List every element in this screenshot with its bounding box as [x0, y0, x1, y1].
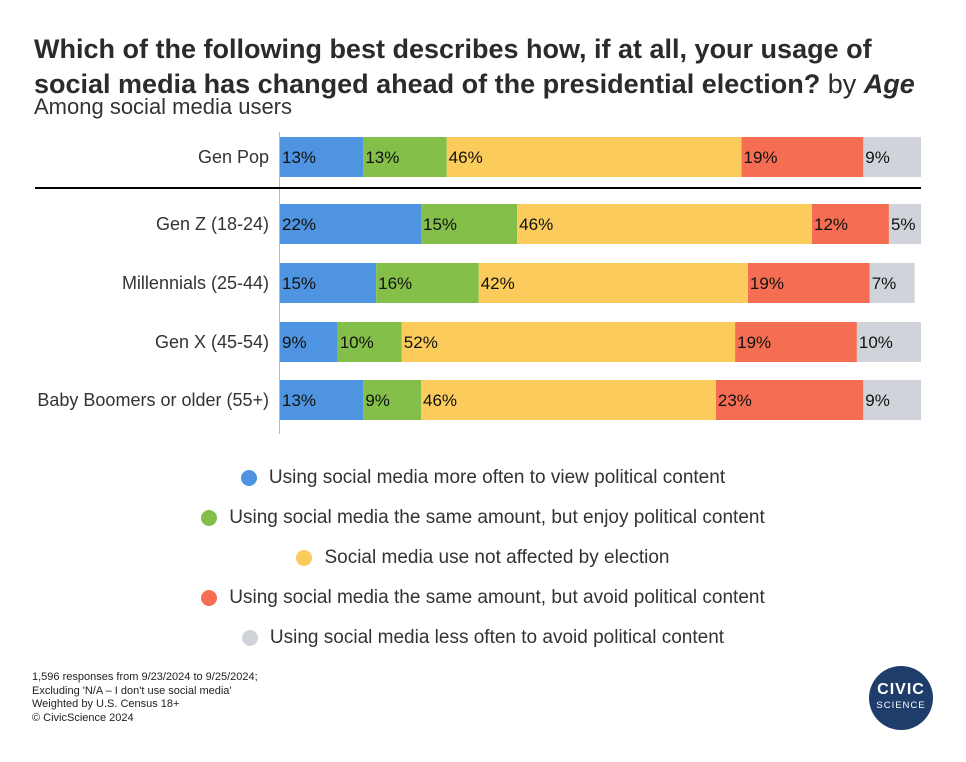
- legend-swatch-4: [201, 590, 218, 606]
- legend-item-1: Using social media more often to view po…: [0, 458, 966, 498]
- data-label-gen-x-45-54-series-1: 9%: [282, 333, 307, 352]
- logo-line-2: SCIENCE: [876, 700, 926, 711]
- category-label-gen-x-45-54: Gen X (45-54): [155, 332, 269, 352]
- category-label-baby-boomers-or-older-55: Baby Boomers or older (55+): [37, 390, 269, 410]
- chart-title-text: Which of the following best describes ho…: [34, 34, 872, 99]
- bar-gen-pop-series-3: [446, 137, 742, 177]
- data-label-gen-x-45-54-series-2: 10%: [340, 333, 374, 352]
- data-label-millennials-25-44-series-4: 19%: [750, 274, 784, 293]
- data-label-gen-z-18-24-series-2: 15%: [423, 215, 457, 234]
- bar-baby-boomers-or-older-55-series-3: [421, 380, 716, 420]
- legend-swatch-2: [201, 510, 218, 526]
- bar-gen-x-45-54-series-4: [735, 322, 857, 362]
- bar-gen-pop-series-2: [363, 137, 447, 177]
- footnote: 1,596 responses from 9/23/2024 to 9/25/2…: [32, 671, 258, 725]
- legend-item-5: Using social media less often to avoid p…: [0, 618, 966, 658]
- bar-baby-boomers-or-older-55-series-5: [863, 380, 921, 420]
- legend-label-1: Using social media more often to view po…: [268, 467, 726, 488]
- stacked-bar-chart: Gen Pop 13% 13% 46% 19% 9% Gen Z (18-24) 22% 15%…: [35, 132, 921, 434]
- legend-label-5: Using social media less often to avoid p…: [269, 627, 725, 648]
- bar-gen-x-45-54-series-2: [337, 322, 402, 362]
- data-label-gen-z-18-24-series-1: 22%: [282, 215, 316, 234]
- bar-gen-x-45-54-series-1: [280, 322, 338, 362]
- bar-millennials-25-44-series-5: [869, 263, 915, 303]
- chart-title-by: by: [827, 69, 857, 99]
- footnote-line-3: Weighted by U.S. Census 18+: [32, 698, 180, 710]
- data-label-millennials-25-44-series-1: 15%: [282, 274, 316, 293]
- bar-baby-boomers-or-older-55-series-4: [715, 380, 864, 420]
- legend-label-3: Social media use not affected by electio…: [324, 547, 670, 568]
- legend-item-2: Using social media the same amount, but …: [0, 498, 966, 538]
- category-label-millennials-25-44: Millennials (25-44): [122, 273, 269, 293]
- data-label-millennials-25-44-series-2: 16%: [378, 274, 412, 293]
- footnote-line-2: Excluding 'N/A – I don't use social medi…: [32, 684, 232, 697]
- data-label-gen-pop-series-5: 9%: [865, 148, 890, 167]
- bar-gen-pop-series-4: [741, 137, 864, 177]
- bar-millennials-25-44-series-1: [280, 263, 377, 303]
- data-label-gen-x-45-54-series-3: 52%: [404, 333, 438, 352]
- data-label-millennials-25-44-series-5: 7%: [872, 274, 897, 293]
- data-label-baby-boomers-or-older-55-series-3: 46%: [423, 391, 457, 410]
- chart-subtitle: Among social media users: [34, 94, 293, 119]
- bar-gen-z-18-24-series-1: [280, 204, 422, 244]
- logo-line-1: CIVIC: [877, 681, 925, 698]
- bar-millennials-25-44-series-4: [747, 263, 870, 303]
- legend-item-4: Using social media the same amount, but …: [0, 578, 966, 618]
- data-label-gen-x-45-54-series-4: 19%: [737, 333, 771, 352]
- bar-gen-pop-series-1: [280, 137, 364, 177]
- legend-item-3: Social media use not affected by electio…: [0, 538, 966, 578]
- data-label-baby-boomers-or-older-55-series-2: 9%: [365, 391, 390, 410]
- bar-gen-pop-series-5: [863, 137, 921, 177]
- data-label-gen-z-18-24-series-3: 46%: [519, 215, 553, 234]
- legend-label-4: Using social media the same amount, but …: [229, 587, 765, 608]
- footnote-line-1: 1,596 responses from 9/23/2024 to 9/25/2…: [32, 671, 258, 683]
- chart-title-dimension: Age: [863, 69, 915, 99]
- bar-millennials-25-44-series-3: [478, 263, 748, 303]
- legend-swatch-3: [296, 550, 313, 566]
- data-label-baby-boomers-or-older-55-series-5: 9%: [865, 391, 890, 410]
- data-label-baby-boomers-or-older-55-series-4: 23%: [718, 391, 752, 410]
- civicscience-logo: CIVIC SCIENCE: [869, 666, 933, 730]
- bar-gen-z-18-24-series-2: [421, 204, 518, 244]
- footnote-line-4: © CivicScience 2024: [32, 711, 134, 724]
- data-label-baby-boomers-or-older-55-series-1: 13%: [282, 391, 316, 410]
- data-label-gen-pop-series-1: 13%: [282, 148, 316, 167]
- data-label-gen-x-45-54-series-5: 10%: [859, 333, 893, 352]
- data-label-gen-pop-series-2: 13%: [365, 148, 399, 167]
- legend-swatch-5: [241, 630, 258, 646]
- bar-gen-z-18-24-series-4: [812, 204, 889, 244]
- data-label-gen-pop-series-4: 19%: [744, 148, 778, 167]
- data-label-millennials-25-44-series-3: 42%: [481, 274, 515, 293]
- category-label-gen-z-18-24: Gen Z (18-24): [156, 214, 269, 234]
- bar-gen-z-18-24-series-3: [517, 204, 813, 244]
- bar-baby-boomers-or-older-55-series-2: [363, 380, 422, 420]
- legend-label-2: Using social media the same amount, but …: [229, 507, 765, 528]
- bar-gen-x-45-54-series-3: [401, 322, 736, 362]
- data-label-gen-z-18-24-series-5: 5%: [891, 215, 916, 234]
- chart-title: Which of the following best describes ho…: [34, 32, 944, 102]
- data-label-gen-pop-series-3: 46%: [449, 148, 483, 167]
- bar-millennials-25-44-series-2: [376, 263, 479, 303]
- data-label-gen-z-18-24-series-4: 12%: [814, 215, 848, 234]
- bar-gen-z-18-24-series-5: [888, 204, 921, 244]
- legend-swatch-1: [240, 470, 257, 486]
- bar-baby-boomers-or-older-55-series-1: [280, 380, 364, 420]
- category-label-gen-pop: Gen Pop: [198, 147, 269, 167]
- chart-legend: Using social media more often to view po…: [0, 458, 966, 658]
- bar-gen-x-45-54-series-5: [856, 322, 921, 362]
